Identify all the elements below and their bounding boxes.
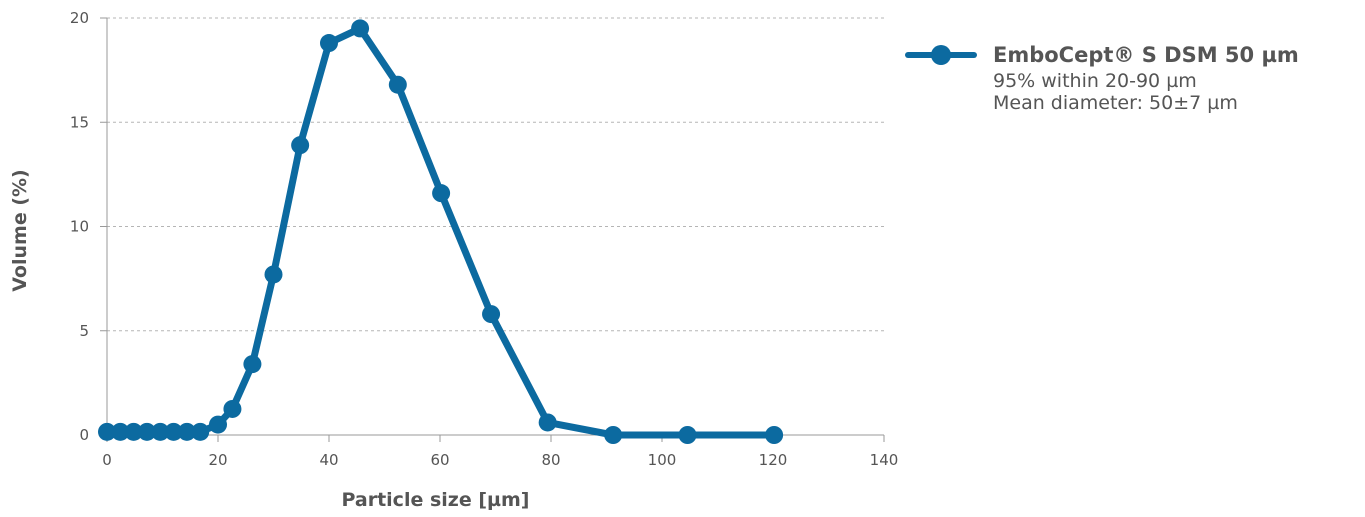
data-point — [151, 422, 170, 441]
data-point — [243, 355, 262, 374]
y-tick-label: 0 — [79, 426, 89, 444]
y-tick-label: 5 — [79, 322, 89, 340]
data-point — [111, 422, 130, 441]
y-tick-label: 20 — [70, 9, 89, 27]
series-group — [98, 19, 784, 444]
legend-range-note: 95% within 20-90 µm — [993, 70, 1197, 92]
x-tick-label: 20 — [208, 451, 227, 469]
data-point — [137, 422, 156, 441]
legend-series-name: EmboCept® S DSM 50 µm — [993, 43, 1299, 67]
legend-mean-note: Mean diameter: 50±7 µm — [993, 92, 1238, 114]
data-point — [291, 136, 310, 155]
x-tick-label: 80 — [541, 451, 560, 469]
y-tick-label: 15 — [70, 113, 89, 131]
data-point — [538, 413, 557, 432]
data-point — [320, 34, 338, 53]
tick-labels: 0 5 10 15 20 0 20 40 60 80 100 120 140 — [70, 9, 898, 469]
data-point — [432, 184, 451, 203]
data-point — [209, 415, 227, 434]
x-tick-label: 40 — [319, 451, 338, 469]
data-point — [482, 305, 501, 324]
data-point — [223, 399, 242, 418]
data-point — [177, 422, 196, 441]
y-tick-label: 10 — [70, 218, 89, 236]
data-point — [164, 422, 183, 441]
x-tick-label: 0 — [102, 451, 112, 469]
data-point — [388, 75, 407, 94]
legend-marker — [931, 45, 951, 65]
y-axis-title: Volume (%) — [9, 169, 31, 291]
data-point — [678, 426, 697, 444]
x-tick-label: 60 — [430, 451, 449, 469]
x-tick-label: 140 — [870, 451, 899, 469]
data-point — [98, 422, 116, 441]
data-point — [191, 422, 210, 441]
data-point — [765, 426, 784, 444]
data-point — [264, 265, 283, 284]
grid-lines — [107, 17, 884, 332]
x-tick-label: 120 — [759, 451, 788, 469]
x-axis-title: Particle size [µm] — [341, 489, 529, 511]
legend-text: EmboCept® S DSM 50 µm 95% within 20-90 µ… — [993, 40, 1365, 114]
series-line — [103, 24, 778, 439]
data-point — [604, 426, 623, 444]
data-point — [124, 422, 143, 441]
x-tick-label: 100 — [648, 451, 677, 469]
data-point — [351, 19, 370, 38]
